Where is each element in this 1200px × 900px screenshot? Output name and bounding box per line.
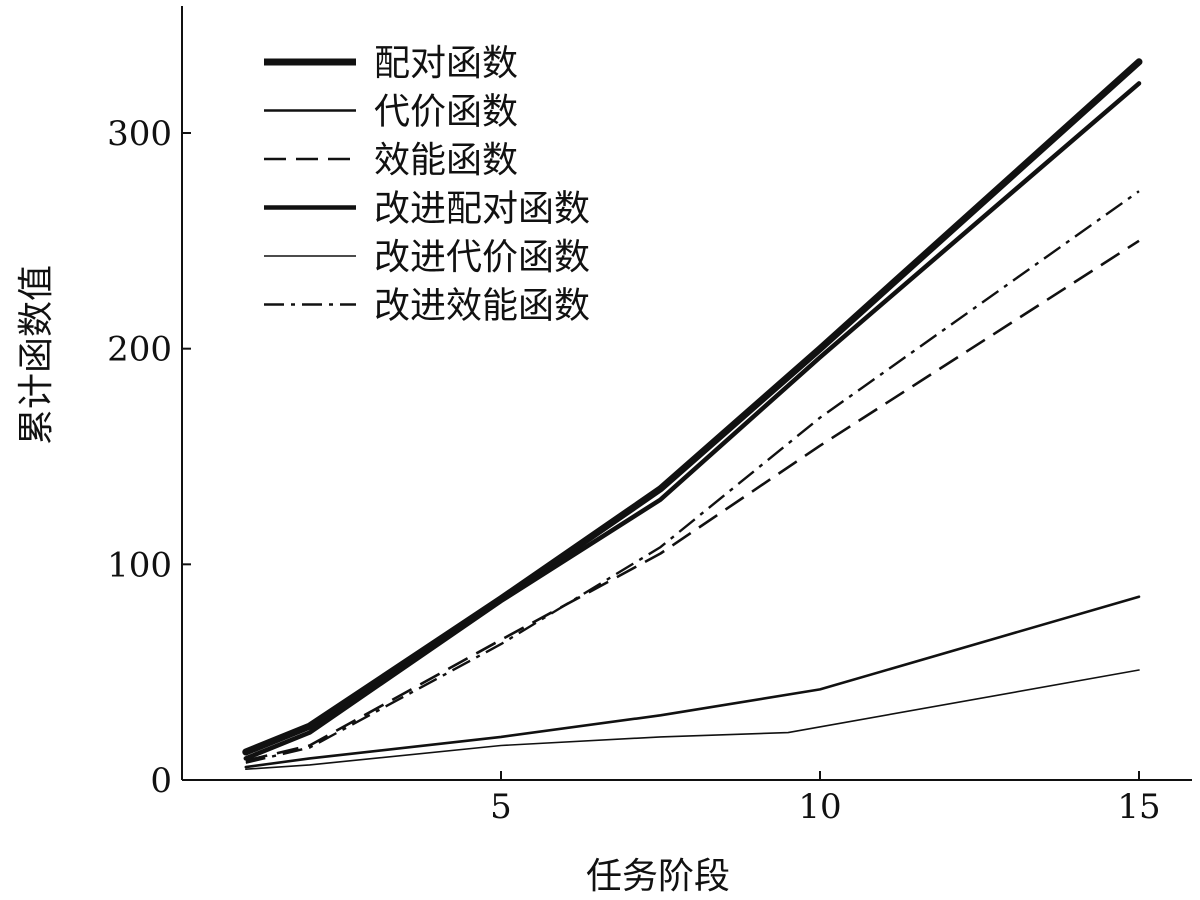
axes: 5 10 15 0 100 200 300 [107,6,1192,827]
x-tick-label: 15 [1117,787,1160,827]
legend-label-3: 效能函数 [374,140,518,181]
series-line-3 [245,239,1140,762]
series-line-4 [243,81,1142,761]
legend-label-5: 改进代价函数 [374,237,590,278]
y-tick-label: 0 [150,761,172,801]
series-line-2 [244,595,1141,769]
series-layer [242,58,1143,771]
x-tick-label: 5 [490,787,512,827]
legend-label-4: 改进配对函数 [374,189,590,230]
series-line-5 [245,669,1140,771]
y-tick-label: 200 [107,330,172,370]
y-axis-label: 累计函数值 [16,265,57,445]
series-line-1 [242,58,1143,756]
y-tick-label: 300 [107,114,172,154]
legend-label-6: 改进效能函数 [374,286,590,327]
x-tick-label: 10 [798,787,841,827]
y-tick-label: 100 [107,545,172,585]
x-axis-label: 任务阶段 [586,856,730,897]
legend-label-2: 代价函数 [374,92,518,133]
series-line-6 [245,190,1140,764]
legend-label-1: 配对函数 [374,43,518,84]
